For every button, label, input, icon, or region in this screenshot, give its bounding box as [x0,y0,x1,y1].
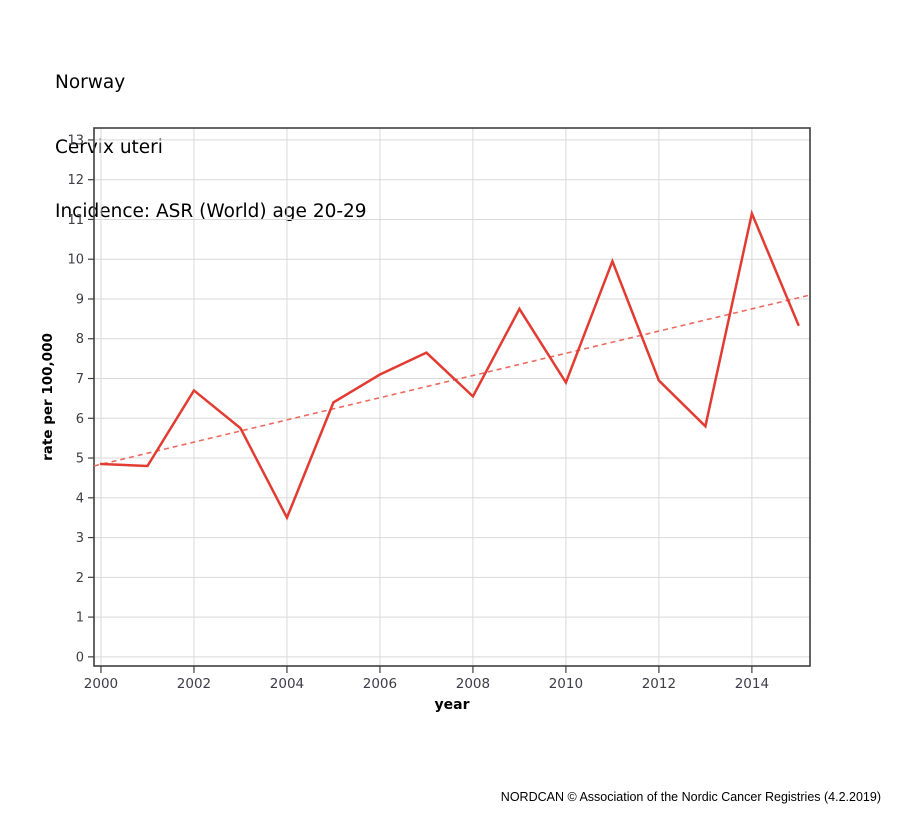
y-tick-label: 6 [76,412,84,427]
y-tick-label: 3 [76,531,84,546]
x-tick-label: 2008 [456,676,490,692]
y-tick-label: 5 [76,452,84,467]
y-tick-label: 2 [76,571,84,586]
footer-credit: NORDCAN © Association of the Nordic Canc… [500,790,881,804]
title-line-country: Norway [55,72,126,93]
y-tick-label: 9 [76,292,84,307]
y-tick-label: 1 [76,611,84,626]
x-tick-label: 2004 [270,676,304,692]
trend-line [93,294,811,467]
y-tick-label: 11 [67,213,84,228]
x-tick-label: 2010 [549,676,583,692]
title-line-measure: Incidence: ASR (World) age 20-29 [55,201,367,222]
incidence-line [99,209,800,521]
y-tick-label: 8 [76,332,84,347]
x-tick-label: 2006 [363,676,397,692]
x-tick-label: 2014 [735,676,769,692]
x-tick-label: 2012 [642,676,676,692]
chart-title: Norway Cervix uteri Incidence: ASR (Worl… [55,29,367,266]
y-axis-title: rate per 100,000 [40,333,56,461]
y-tick-label: 0 [76,650,84,665]
y-tick-label: 13 [67,133,84,148]
x-tick-label: 2000 [84,676,118,692]
plot-border [93,127,811,667]
x-axis-title: year [435,697,470,713]
x-tick-label: 2002 [177,676,211,692]
y-tick-label: 10 [67,253,84,268]
y-tick-label: 12 [67,173,84,188]
y-tick-label: 7 [76,372,84,387]
y-tick-label: 4 [76,491,84,506]
title-line-cancer-site: Cervix uteri [55,136,163,158]
